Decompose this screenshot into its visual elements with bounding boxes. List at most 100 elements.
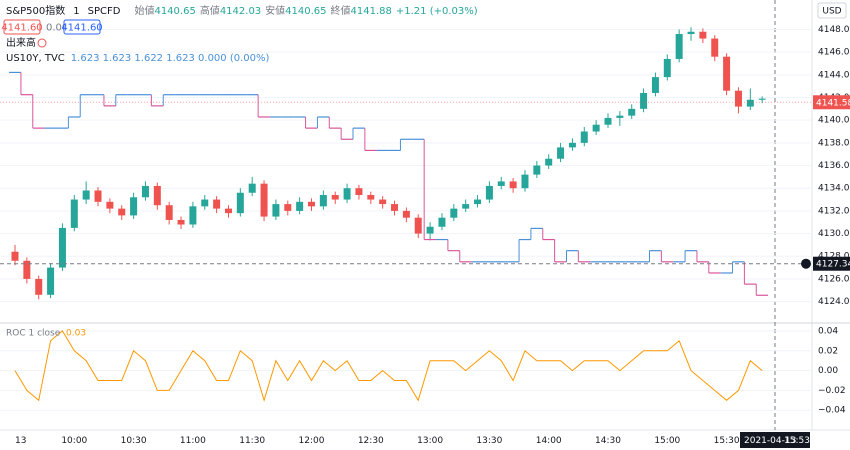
ohlc-label: 安値 bbox=[265, 4, 285, 17]
candle-body bbox=[177, 219, 185, 225]
y-tick-label: 0.00 bbox=[818, 366, 838, 376]
candle-body bbox=[687, 31, 695, 35]
indicator-last-value: 0.03 bbox=[66, 329, 86, 339]
x-tick-label: 15:30 bbox=[714, 436, 740, 446]
y-tick-label: 4148.00 bbox=[818, 25, 850, 35]
candle-body bbox=[723, 56, 731, 91]
ohlc-value: 4140.65 bbox=[154, 6, 195, 17]
overlay-values: 1.623 1.623 1.622 1.623 0.000 (0.00%) bbox=[71, 53, 270, 64]
x-tick-label: 13:00 bbox=[417, 436, 443, 446]
x-tick-label: 12:00 bbox=[299, 436, 325, 446]
candle-body bbox=[367, 195, 375, 200]
candle-body bbox=[426, 226, 434, 234]
candle-body bbox=[284, 204, 292, 211]
candle-body bbox=[308, 201, 315, 207]
candle-body bbox=[474, 199, 482, 205]
candle-body bbox=[248, 183, 256, 193]
y-tick-label: 4132.00 bbox=[818, 206, 850, 216]
candle-body bbox=[272, 204, 280, 217]
interval: 1 bbox=[73, 6, 79, 17]
candle-body bbox=[438, 217, 446, 227]
candle-body bbox=[35, 278, 43, 295]
ohlc-label: 高値 bbox=[200, 4, 220, 17]
y-tick-label: 4140.00 bbox=[818, 116, 850, 126]
candle-body bbox=[557, 147, 565, 159]
roc-line bbox=[14, 330, 763, 403]
candle-body bbox=[260, 183, 268, 217]
y-tick-label: 4144.00 bbox=[818, 70, 850, 80]
ask-box[interactable] bbox=[63, 19, 101, 35]
x-tick-label: 15:00 bbox=[654, 436, 680, 446]
overlay-legend: US10Y, TVC 1.623 1.623 1.622 1.623 0.000 … bbox=[6, 53, 269, 64]
candle-body bbox=[130, 197, 138, 216]
x-tick-label: 14:00 bbox=[536, 436, 562, 446]
y-tick-label: 4134.00 bbox=[818, 184, 850, 194]
ohlc-value: 4141.88 bbox=[351, 6, 392, 17]
candle-body bbox=[533, 165, 541, 175]
header-line: S&P500指数 1 SPCFD 始値4140.65 高値4142.03 安値4140.6… bbox=[6, 4, 478, 17]
crosshair-plus bbox=[801, 258, 811, 269]
candle-body bbox=[355, 188, 363, 196]
change: +1.21 (+0.03%) bbox=[396, 6, 478, 17]
candle-body bbox=[604, 117, 612, 125]
candle-body bbox=[11, 251, 19, 261]
candle-body bbox=[651, 77, 659, 93]
ask[interactable]: 4141.60 bbox=[61, 23, 102, 34]
candle-body bbox=[391, 204, 399, 211]
x-tick-label: 10:30 bbox=[121, 436, 147, 446]
candle-body bbox=[224, 208, 232, 214]
y-tick-label: −0.04 bbox=[818, 406, 846, 416]
candle-body bbox=[201, 199, 209, 207]
candle-body bbox=[379, 199, 387, 205]
candle-body bbox=[663, 58, 671, 78]
symbol: S&P500指数 bbox=[6, 4, 65, 17]
candle-body bbox=[675, 34, 683, 59]
candle-body bbox=[497, 181, 505, 186]
candle-body bbox=[153, 185, 161, 206]
candle-body bbox=[331, 195, 339, 200]
y-tick-label: 0.04 bbox=[818, 326, 838, 336]
candle-body bbox=[616, 115, 624, 118]
candle-body bbox=[58, 227, 66, 268]
candle-body bbox=[521, 174, 529, 189]
candle-body bbox=[213, 199, 221, 209]
candle-body bbox=[711, 38, 719, 57]
x-tick-label: 10:00 bbox=[61, 436, 87, 446]
bid-box[interactable] bbox=[3, 19, 41, 35]
candle-body bbox=[414, 217, 422, 234]
candle-body bbox=[568, 142, 576, 148]
candle-body bbox=[118, 208, 126, 216]
candle-body bbox=[23, 260, 31, 279]
y-tick-label: 4124.00 bbox=[818, 297, 850, 307]
candle-body bbox=[462, 204, 470, 209]
crosshair-time: 15:53 bbox=[784, 436, 810, 446]
candle-body bbox=[189, 206, 197, 225]
ohlc-label: 始値 bbox=[134, 4, 154, 17]
candle-body bbox=[758, 98, 766, 100]
candle-body bbox=[734, 90, 742, 107]
currency-box[interactable] bbox=[817, 2, 847, 19]
x-tick-label: 12:30 bbox=[358, 436, 384, 446]
candle-body bbox=[165, 205, 173, 220]
currency[interactable]: USD bbox=[822, 7, 841, 17]
x-tick-label: 14:30 bbox=[595, 436, 621, 446]
candle-body bbox=[628, 108, 636, 116]
candle-body bbox=[94, 190, 102, 202]
candle-body bbox=[47, 267, 55, 295]
last-price-label: 4141.58 bbox=[816, 98, 850, 108]
ohlc-label: 終値 bbox=[331, 4, 351, 17]
candle-body bbox=[319, 195, 327, 207]
candle-body bbox=[296, 201, 304, 211]
candle-body bbox=[70, 199, 78, 228]
warning-icon[interactable] bbox=[37, 38, 47, 48]
y-tick-label: 4146.00 bbox=[818, 48, 850, 58]
ohlc-value: 4140.65 bbox=[285, 6, 326, 17]
candle-body bbox=[343, 188, 351, 200]
candle-body bbox=[402, 210, 410, 218]
candle-body bbox=[545, 158, 553, 166]
candle-body bbox=[699, 31, 707, 39]
candle-body bbox=[746, 99, 754, 107]
bid[interactable]: 4141.60 bbox=[1, 23, 42, 34]
last-price-badge bbox=[813, 95, 850, 110]
